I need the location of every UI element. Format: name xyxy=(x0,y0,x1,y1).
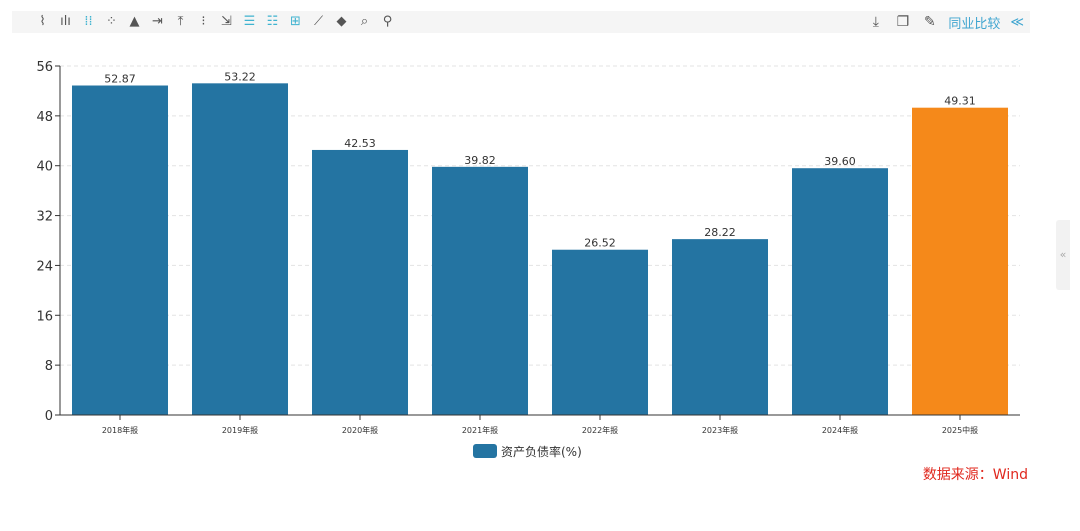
zoom-icon[interactable]: ⌕ xyxy=(360,14,369,29)
chart-toolbar: ⌇ ılı ⁞⁞ ⁘ ▲ ⇥ ⤒ ⁝ ⇲ ☰ ☷ ⊞ ⟋ ◆ ⌕ ⚲ ⤓ ❐ ✎ 同业比较 ≪ xyxy=(12,11,1030,33)
y-tick-label: 56 xyxy=(36,60,53,75)
y-tick-label: 24 xyxy=(36,259,53,274)
y-tick-label: 16 xyxy=(36,309,53,324)
x-tick-label: 2021年报 xyxy=(462,425,498,435)
area-chart-icon[interactable]: ▲ xyxy=(129,14,140,29)
bar[interactable] xyxy=(552,249,648,415)
bar[interactable] xyxy=(432,166,528,415)
x-tick-label: 2022年报 xyxy=(582,425,618,435)
data-source: 数据来源：Wind xyxy=(922,467,1028,483)
y-tick-label: 0 xyxy=(45,409,53,424)
data-label: 42.53 xyxy=(344,137,376,150)
x-tick-label: 2020年报 xyxy=(342,425,378,435)
x-tick-label: 2018年报 xyxy=(102,425,138,435)
data-label: 39.82 xyxy=(464,154,496,167)
fill-bucket-icon[interactable]: ◆ xyxy=(336,14,347,29)
align-top-icon[interactable]: ⤒ xyxy=(177,14,184,29)
grouped-bar-icon[interactable]: ⁞⁞ xyxy=(84,14,93,29)
align-right-icon[interactable]: ⇥ xyxy=(152,14,163,29)
y-tick-label: 40 xyxy=(36,160,53,175)
chart-type-tools: ⌇ ılı ⁞⁞ ⁘ ▲ ⇥ ⤒ ⁝ ⇲ ☰ ☷ ⊞ ⟋ ◆ ⌕ ⚲ xyxy=(34,13,396,30)
data-label: 26.52 xyxy=(584,237,616,250)
bar-chart-icon[interactable]: ılı xyxy=(60,14,71,29)
peer-compare-button[interactable]: 同业比较 xyxy=(948,17,1001,32)
tree-list-icon[interactable]: ☷ xyxy=(266,14,279,29)
data-label: 52.87 xyxy=(104,73,136,86)
x-tick-label: 2023年报 xyxy=(702,425,738,435)
bar[interactable] xyxy=(192,83,288,416)
legend-swatch[interactable] xyxy=(473,444,497,458)
bar[interactable] xyxy=(672,239,768,415)
step-right-icon[interactable]: ⇲ xyxy=(221,14,232,29)
x-tick-label: 2019年报 xyxy=(222,425,258,435)
wrench-icon[interactable]: ⚲ xyxy=(382,14,393,29)
y-tick-label: 8 xyxy=(45,359,53,374)
bar[interactable] xyxy=(72,85,168,416)
y-tick-label: 48 xyxy=(36,110,53,125)
copy-icon[interactable]: ❐ xyxy=(896,14,910,30)
bar[interactable] xyxy=(312,149,408,415)
table-grid-icon[interactable]: ⊞ xyxy=(290,14,301,29)
legend-label[interactable]: 资产负债率(%) xyxy=(501,444,582,459)
data-label: 49.31 xyxy=(944,95,976,108)
bar[interactable] xyxy=(792,168,888,415)
download-icon[interactable]: ⤓ xyxy=(872,14,879,30)
data-label: 28.22 xyxy=(704,226,736,239)
scatter-icon[interactable]: ⁘ xyxy=(106,14,117,29)
list-icon[interactable]: ☰ xyxy=(243,14,256,29)
edit-icon[interactable]: ✎ xyxy=(924,14,936,30)
toolbar-right: ⤓ ❐ ✎ 同业比较 ≪ xyxy=(867,13,1024,32)
data-label: 53.22 xyxy=(224,70,256,83)
bar[interactable] xyxy=(912,107,1008,415)
x-tick-label: 2025中报 xyxy=(942,425,978,435)
collapse-button[interactable]: ≪ xyxy=(1010,15,1024,30)
trend-line-icon[interactable]: ⟋ xyxy=(313,14,324,29)
y-tick-label: 32 xyxy=(36,210,53,225)
side-panel-handle[interactable]: « xyxy=(1056,220,1070,290)
dotted-list-icon[interactable]: ⁝ xyxy=(201,14,206,29)
x-tick-label: 2024年报 xyxy=(822,425,858,435)
line-chart-icon[interactable]: ⌇ xyxy=(39,14,46,29)
data-label: 39.60 xyxy=(824,155,856,168)
